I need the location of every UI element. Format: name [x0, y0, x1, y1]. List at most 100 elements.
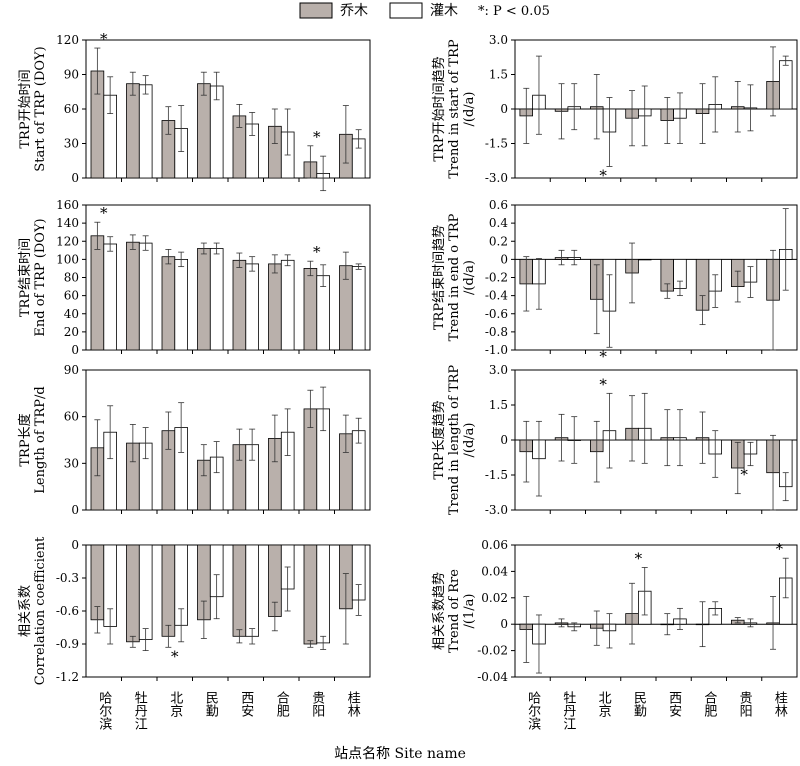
y-tick-label: -3.0 — [485, 171, 508, 185]
y-tick-label: 3.0 — [489, 363, 508, 377]
legend-tree-label: 乔木 — [340, 3, 368, 19]
bar-tree — [303, 267, 318, 351]
y-tick-label: 1.5 — [489, 398, 508, 412]
significance-mark: * — [599, 347, 607, 365]
y-tick-label: 0.04 — [481, 564, 508, 578]
bar-shrub — [103, 243, 118, 351]
bar-tree — [126, 241, 140, 351]
legend-significance-label: *: P < 0.05 — [478, 4, 550, 19]
x-category-label: 哈尔滨 — [525, 691, 541, 730]
bar-tree — [90, 235, 105, 351]
x-category-label: 民勤 — [203, 691, 219, 718]
y-tick-label: 80 — [64, 271, 79, 285]
chart-panel: -3.0 -1.5 0 1.5 3.0 TRP开始时间趋势 Trend in start o… — [431, 33, 798, 185]
x-category-labels: 哈尔滨 牡丹江 北京 民勤 西安 合肥 贵阳 桂林 哈尔滨 牡丹江 北京 民勤 西安 合肥 贵阳 桂林 — [96, 691, 787, 730]
bar-tree — [197, 83, 211, 179]
bar-shrub — [138, 242, 153, 351]
x-category-label: 西安 — [666, 691, 682, 717]
chart-panel: -1.2 -0.9 -0.6 -0.3 0 相关系数 Correlation coeffic… — [18, 536, 371, 685]
bar-tree — [232, 544, 247, 637]
chart-panel: -1.0 -0.8 -0.6 -0.4 -0.2 0 0.2 0.4 0.6 TRP结束时间趋势 T… — [431, 198, 798, 365]
bar-shrub — [638, 258, 652, 261]
y-tick-label: 60 — [64, 102, 79, 116]
x-category-label: 合肥 — [701, 691, 717, 718]
y-axis-label: TRP长度趋势 — [431, 400, 447, 479]
bar-tree — [268, 263, 282, 351]
significance-mark: * — [599, 375, 607, 393]
y-tick-label: -0.02 — [477, 644, 508, 658]
y-axis-label: /(1/a) — [462, 594, 477, 629]
y-axis-label: Start of TRP (DOY) — [33, 46, 48, 171]
x-category-label: 合肥 — [274, 691, 290, 718]
bar-shrub — [138, 544, 153, 640]
x-category-label: 贵阳 — [309, 691, 325, 717]
y-tick-label: 60 — [64, 410, 79, 424]
y-tick-label: 40 — [64, 307, 79, 321]
chart-panel: -0.04 -0.02 0 0.02 0.04 0.06 相关系数趋势 Trend of Rr… — [431, 538, 798, 684]
y-tick-label: 0 — [71, 343, 79, 357]
y-tick-label: -0.04 — [477, 670, 508, 684]
bar-tree — [126, 544, 140, 643]
x-category-label: 民勤 — [631, 691, 647, 718]
bar-tree — [197, 248, 211, 351]
bar-tree — [126, 83, 140, 179]
bar-shrub — [779, 60, 793, 110]
y-tick-label: -1.5 — [485, 137, 508, 151]
bar-tree — [232, 259, 247, 351]
y-tick-label: 0 — [500, 617, 508, 631]
bar-shrub — [138, 84, 153, 179]
legend-shrub-swatch — [389, 2, 423, 19]
x-category-label: 哈尔滨 — [96, 691, 112, 730]
y-axis-label: Trend in length of TRP — [447, 365, 462, 516]
y-axis-label: TRP结束时间趋势 — [431, 225, 447, 330]
y-tick-label: 30 — [64, 137, 79, 151]
y-tick-label: 0 — [500, 433, 508, 447]
y-tick-label: 120 — [56, 33, 79, 47]
legend-shrub-label: 灌木 — [430, 3, 458, 19]
x-category-label: 牡丹江 — [132, 691, 148, 730]
bar-shrub — [174, 258, 189, 351]
y-tick-label: -0.2 — [485, 271, 508, 285]
y-axis-label: TRP长度 — [17, 413, 33, 466]
y-tick-label: -1.5 — [485, 468, 508, 482]
x-axis-title: 站点名称 Site name — [334, 746, 466, 762]
y-tick-label: -0.6 — [56, 604, 79, 618]
y-axis-label: TRP结束时间 — [18, 238, 33, 317]
y-axis-label: 相关系数 — [18, 585, 33, 637]
y-tick-label: 60 — [64, 289, 79, 303]
x-category-label: 西安 — [238, 691, 254, 717]
y-axis-label: Length of TRP/d — [33, 386, 48, 493]
y-axis-label: /(d/a) — [462, 92, 477, 127]
y-tick-label: 0 — [71, 503, 79, 517]
bar-tree — [303, 544, 318, 645]
y-axis-label: 相关系数趋势 — [431, 572, 447, 650]
significance-mark: * — [100, 30, 108, 48]
y-tick-label: -3.0 — [485, 503, 508, 517]
x-category-label: 牡丹江 — [560, 691, 576, 730]
y-axis-label: Trend of Rre — [447, 569, 462, 653]
y-tick-label: 3.0 — [489, 33, 508, 47]
y-tick-label: 20 — [64, 325, 79, 339]
y-tick-label: 100 — [56, 252, 79, 266]
bar-shrub — [209, 248, 224, 351]
y-axis-label: Trend in end o TRP — [447, 213, 462, 341]
x-category-label: 桂林 — [772, 691, 788, 717]
y-axis-label: TRP开始时间 — [18, 69, 33, 148]
bar-shrub — [316, 544, 330, 644]
bar-tree — [161, 544, 176, 637]
bar-shrub — [351, 266, 366, 351]
y-tick-label: 30 — [64, 456, 79, 470]
y-tick-label: 0 — [71, 171, 79, 185]
y-tick-label: 0 — [500, 252, 508, 266]
significance-mark: * — [313, 243, 321, 261]
y-tick-label: 0.02 — [481, 591, 508, 605]
y-tick-label: 0.4 — [489, 216, 508, 230]
y-tick-label: -0.3 — [56, 571, 79, 585]
x-category-label: 贵阳 — [737, 691, 753, 717]
y-tick-label: -1.0 — [485, 343, 508, 357]
chart-panel: 0 30 60 90 120 TRP开始时间 Start of TRP (DOY) * * — [18, 30, 371, 192]
chart-panel: 0 20 40 60 80 100 120 140 160 TRP结束时间 End of TRP (… — [18, 198, 371, 357]
significance-mark: * — [599, 167, 607, 185]
legend: 乔木 灌木 *: P < 0.05 — [299, 2, 550, 19]
